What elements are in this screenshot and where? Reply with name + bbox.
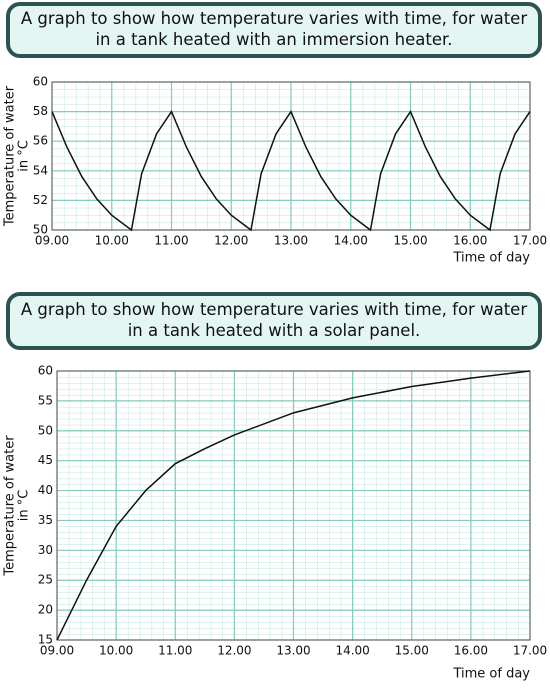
plot-frame bbox=[51, 81, 531, 231]
y-tick-label: 60 bbox=[33, 75, 48, 89]
y-tick-label: 50 bbox=[33, 223, 48, 237]
x-tick-label: 16.00 bbox=[453, 234, 487, 248]
x-tick-label: 11.00 bbox=[158, 644, 192, 658]
data-line bbox=[56, 370, 531, 641]
x-tick-label: 13.00 bbox=[276, 644, 310, 658]
chart-title: A graph to show how temperature varies w… bbox=[21, 300, 527, 319]
title-box bbox=[6, 2, 542, 58]
x-tick-label: 14.00 bbox=[334, 234, 368, 248]
x-axis-label: Time of day bbox=[452, 251, 530, 266]
y-tick-label: 15 bbox=[38, 633, 53, 647]
title-box bbox=[6, 292, 542, 350]
y-tick-label: 50 bbox=[38, 423, 53, 437]
y-tick-label: 55 bbox=[38, 393, 53, 407]
chart-title: A graph to show how temperature varies w… bbox=[21, 9, 527, 28]
y-axis-label: in °C bbox=[17, 140, 32, 172]
x-tick-label: 17.00 bbox=[513, 234, 547, 248]
y-axis-label: Temperature of water bbox=[3, 85, 18, 227]
x-tick-label: 10.00 bbox=[95, 234, 129, 248]
x-tick-label: 13.00 bbox=[274, 234, 308, 248]
x-tick-label: 15.00 bbox=[393, 234, 427, 248]
x-tick-label: 12.00 bbox=[214, 234, 248, 248]
y-axis-label: in °C bbox=[17, 490, 32, 522]
y-tick-label: 54 bbox=[33, 163, 48, 177]
y-tick-label: 35 bbox=[38, 513, 53, 527]
x-axis-label: Time of day bbox=[452, 667, 530, 682]
y-tick-label: 56 bbox=[33, 134, 48, 148]
x-tick-label: 12.00 bbox=[217, 644, 251, 658]
y-tick-label: 30 bbox=[38, 543, 53, 557]
chart: A graph to show how temperature varies w… bbox=[3, 292, 547, 682]
plot-frame bbox=[56, 370, 531, 641]
x-tick-label: 11.00 bbox=[154, 234, 188, 248]
y-tick-label: 58 bbox=[33, 104, 48, 118]
x-tick-label: 15.00 bbox=[395, 644, 429, 658]
data-line bbox=[51, 110, 531, 232]
y-axis-label: Temperature of water bbox=[3, 435, 18, 577]
x-tick-label: 09.00 bbox=[35, 234, 69, 248]
y-tick-label: 52 bbox=[33, 193, 48, 207]
x-tick-label: 10.00 bbox=[99, 644, 133, 658]
y-tick-label: 40 bbox=[38, 483, 53, 497]
y-tick-label: 60 bbox=[38, 364, 53, 378]
x-tick-label: 14.00 bbox=[335, 644, 369, 658]
chart-title: in a tank heated with a solar panel. bbox=[128, 321, 421, 340]
y-tick-label: 25 bbox=[38, 573, 53, 587]
x-tick-label: 09.00 bbox=[40, 644, 74, 658]
x-tick-label: 17.00 bbox=[513, 644, 547, 658]
chart-title: in a tank heated with an immersion heate… bbox=[95, 30, 452, 49]
y-tick-label: 45 bbox=[38, 453, 53, 467]
y-tick-label: 20 bbox=[38, 603, 53, 617]
x-tick-label: 16.00 bbox=[454, 644, 488, 658]
chart: A graph to show how temperature varies w… bbox=[3, 2, 547, 266]
